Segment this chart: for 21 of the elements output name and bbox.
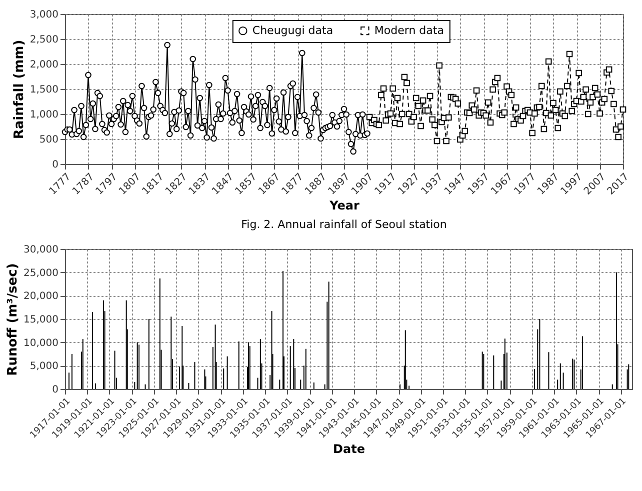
y-tick-label: 30,000: [24, 244, 58, 256]
y-tick-label: 0: [52, 160, 58, 170]
legend-label: Modern data: [374, 24, 444, 37]
y-tick-label: 5,000: [30, 361, 58, 372]
y-tick-label: 1,000: [30, 110, 58, 120]
legend-label: Cheugugi data: [252, 24, 334, 37]
y-tick-label: 2,500: [30, 34, 58, 46]
y-tick-label: 1,500: [30, 84, 58, 96]
y-axis-title: Rainfall (mm): [12, 40, 27, 140]
caption: Fig. 2. Annual rainfall of Seoul station: [241, 218, 447, 232]
x-axis-title: Year: [328, 198, 360, 213]
y-tick-label: 0: [52, 384, 58, 396]
y-tick-label: 2,000: [30, 60, 58, 70]
y-tick-label: 500: [39, 134, 58, 146]
y-tick-label: 10,000: [24, 338, 58, 349]
y-axis-title: Runoff (m³/sec): [6, 263, 21, 376]
y-tick-label: 20,000: [24, 291, 58, 302]
y-tick-label: 25,000: [24, 268, 58, 279]
x-axis-title: Date: [333, 442, 365, 456]
y-tick-label: 3,000: [30, 10, 58, 20]
y-tick-label: 15,000: [24, 314, 58, 326]
